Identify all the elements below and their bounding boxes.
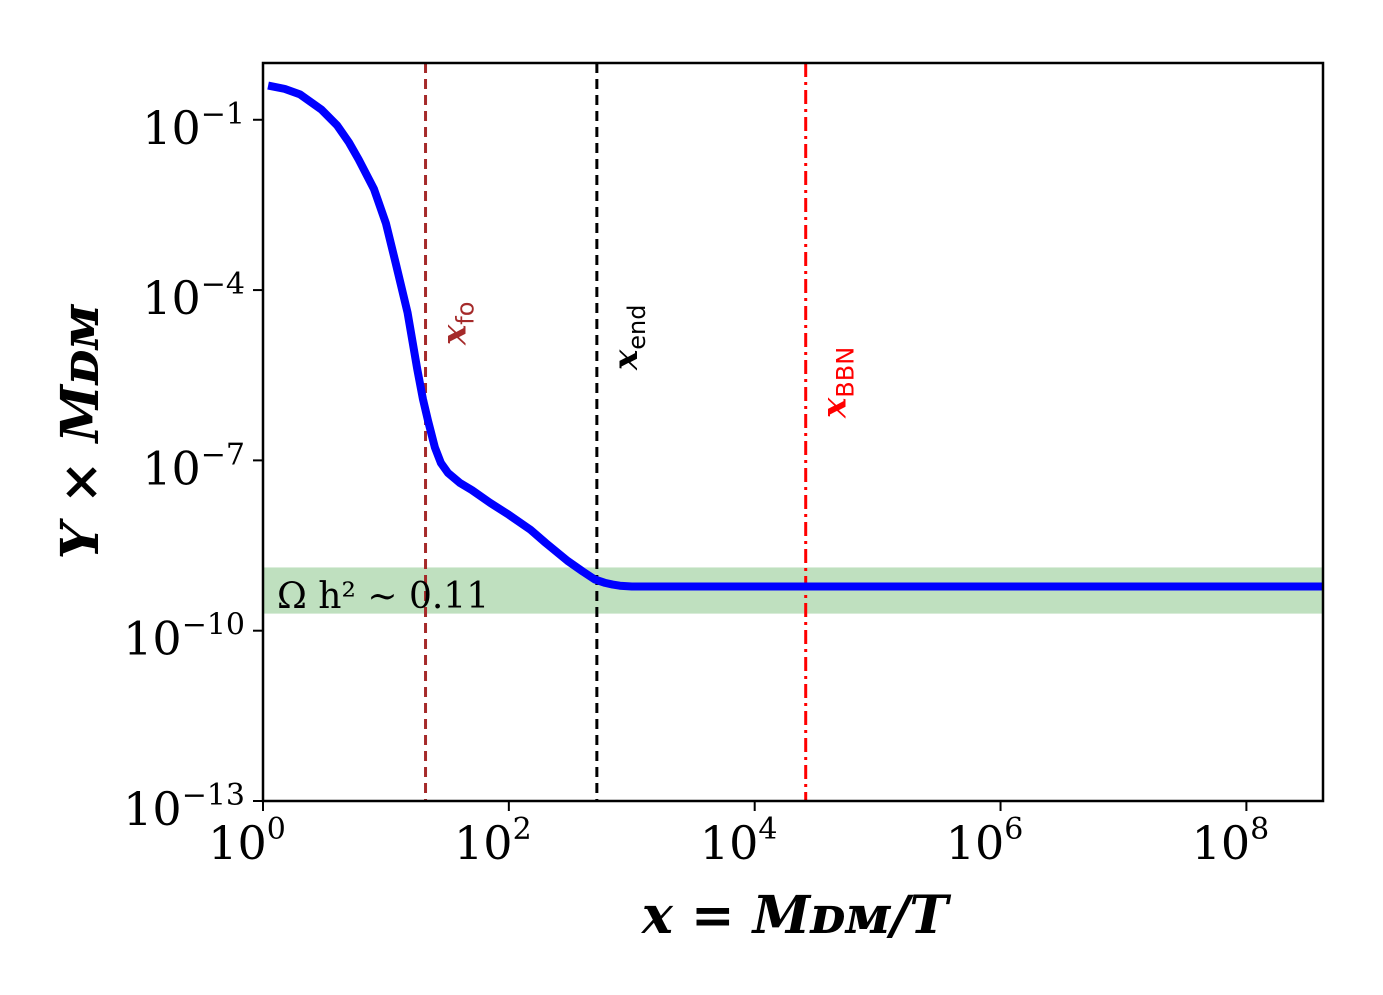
x-axis-label: x = Mᴅᴍ/T xyxy=(641,885,952,946)
x-tick-label-2: 104 xyxy=(700,812,778,870)
omega-band xyxy=(263,567,1323,614)
y-tick-label-3: 10−10 xyxy=(123,608,245,666)
vline-label-subscript: BBN xyxy=(832,347,860,398)
series-line-0 xyxy=(267,81,1323,591)
vline-label-symbol: x xyxy=(435,324,475,346)
band-label: Ω h² ∼ 0.11 xyxy=(277,576,489,617)
vline-label-fo: xfo xyxy=(435,302,480,346)
series-layer xyxy=(267,81,1323,591)
tick-layer: 100 102 104 106 108 10−1 10−4 10−7 10−10 10−13 xyxy=(123,97,1269,870)
y-tick-label-1: 10−4 xyxy=(142,267,245,325)
x-tick-label-1: 102 xyxy=(454,812,532,870)
y-tick-label-0: 10−1 xyxy=(142,97,245,155)
y-axis-label: Y × Mᴅᴍ xyxy=(50,303,111,560)
plot-frame xyxy=(261,61,1325,803)
x-tick-label-3: 106 xyxy=(946,812,1024,870)
x-tick-label-4: 108 xyxy=(1192,812,1270,870)
vline-label-end: xend xyxy=(606,305,651,372)
vline-label-subscript: end xyxy=(623,305,651,350)
x-tick-label-0: 100 xyxy=(208,812,286,870)
y-tick-label-2: 10−7 xyxy=(142,437,245,495)
vline-label-subscript: fo xyxy=(452,302,480,325)
vline-label-symbol: x xyxy=(606,349,646,371)
band-layer xyxy=(263,567,1323,614)
y-tick-label-4: 10−13 xyxy=(123,778,245,836)
vline-label-bbn: xBBN xyxy=(815,347,860,419)
label-layer: Ω h² ∼ 0.11 x = Mᴅᴍ/T Y × Mᴅᴍ xyxy=(50,303,951,946)
frame-layer xyxy=(261,61,1325,803)
vline-label-symbol: x xyxy=(815,397,855,419)
